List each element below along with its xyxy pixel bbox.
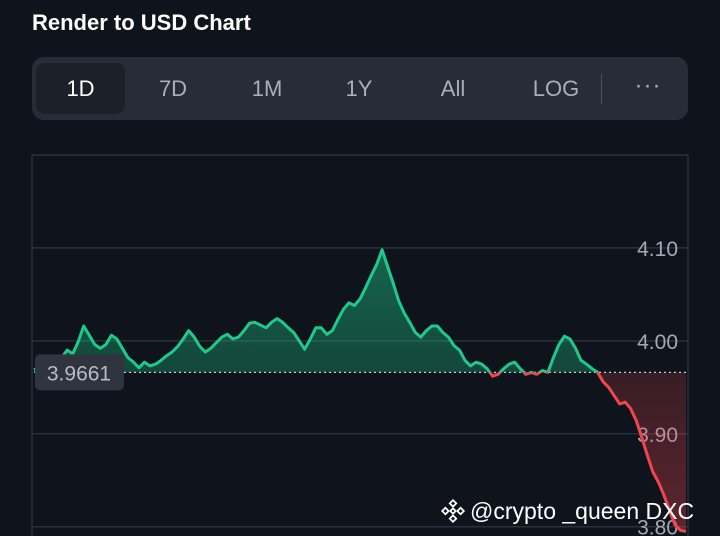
tab-divider bbox=[601, 74, 602, 104]
area-below-reference bbox=[34, 372, 686, 532]
watermark: @crypto _queen DXC bbox=[440, 496, 694, 526]
price-line-up bbox=[33, 248, 600, 373]
tab-all[interactable]: All bbox=[440, 76, 466, 101]
binance-logo-icon bbox=[440, 498, 466, 524]
y-tick-label: 4.00 bbox=[637, 331, 678, 354]
timeframe-tabs: 1D 7D 1M 1Y All LOG ··· bbox=[32, 57, 688, 120]
y-tick-label: 4.10 bbox=[637, 238, 678, 261]
y-tick-label: 3.80 bbox=[637, 517, 678, 536]
tab-1d[interactable]: 1D bbox=[36, 63, 125, 114]
reference-value-label: 3.9661 bbox=[47, 362, 111, 385]
tab-7d[interactable]: 7D bbox=[158, 76, 188, 101]
tab-1m[interactable]: 1M bbox=[251, 76, 283, 101]
price-line-down bbox=[487, 372, 687, 533]
area-above-reference bbox=[34, 249, 598, 373]
page-title: Render to USD Chart bbox=[32, 10, 251, 35]
reference-badge bbox=[35, 354, 124, 391]
tab-1y[interactable]: 1Y bbox=[345, 76, 373, 101]
tab-log[interactable]: LOG bbox=[532, 76, 580, 101]
more-options-icon[interactable]: ··· bbox=[634, 72, 662, 99]
watermark-text: @crypto _queen DXC bbox=[470, 497, 695, 524]
